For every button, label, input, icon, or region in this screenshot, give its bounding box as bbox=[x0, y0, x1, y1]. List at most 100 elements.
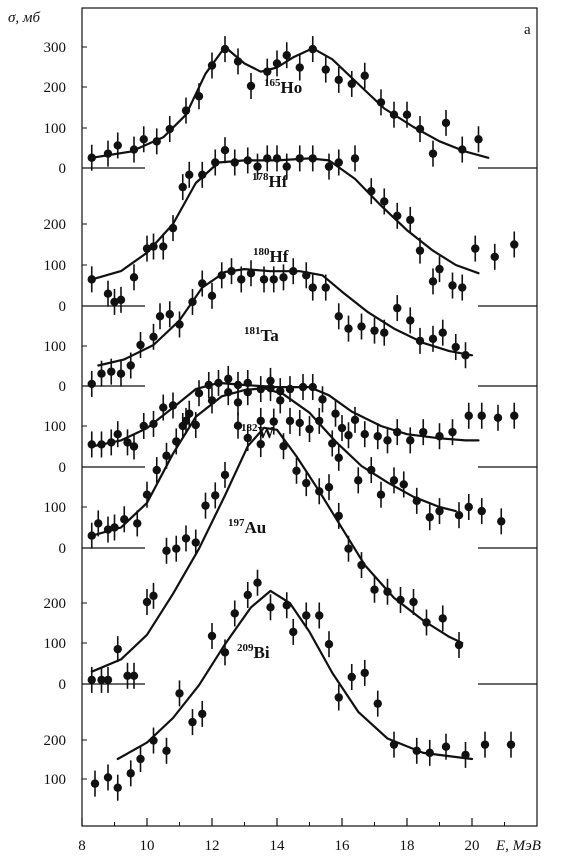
y-tick-label: 100 bbox=[44, 500, 67, 516]
data-point bbox=[282, 601, 291, 610]
data-point bbox=[360, 430, 369, 439]
data-point bbox=[129, 442, 139, 451]
data-point bbox=[149, 591, 158, 601]
data-point bbox=[198, 709, 207, 719]
x-axis-ticks: 8 10 12 14 16 18 20 bbox=[78, 818, 505, 854]
y-tick-label: 100 bbox=[44, 121, 67, 137]
data-point bbox=[334, 312, 343, 321]
data-point bbox=[308, 154, 317, 163]
data-point bbox=[370, 326, 379, 335]
data-point bbox=[409, 597, 418, 607]
isotope-label: 180Hf bbox=[253, 246, 289, 266]
data-point bbox=[383, 436, 392, 445]
data-point bbox=[490, 252, 499, 261]
isotope-element: Hf bbox=[270, 247, 289, 266]
data-point bbox=[207, 61, 217, 70]
data-point bbox=[110, 523, 119, 532]
data-point bbox=[458, 283, 467, 292]
data-point bbox=[354, 476, 363, 485]
isotope-element: Au bbox=[245, 518, 267, 537]
data-point bbox=[324, 640, 334, 649]
data-point bbox=[272, 154, 282, 163]
isotope-element: Hf bbox=[269, 172, 288, 191]
data-point bbox=[406, 436, 415, 445]
data-point bbox=[347, 672, 356, 682]
y-tick-label: 0 bbox=[59, 541, 67, 557]
panel-209-bi: 209Bi bbox=[90, 569, 516, 801]
data-point bbox=[97, 440, 106, 449]
data-point bbox=[302, 611, 311, 620]
data-point bbox=[87, 440, 96, 449]
data-point bbox=[103, 675, 113, 685]
data-point bbox=[318, 395, 327, 404]
data-point bbox=[402, 110, 412, 119]
isotope-mass-number: 182 bbox=[241, 422, 258, 434]
y-tick-label: 300 bbox=[44, 40, 67, 56]
data-point bbox=[428, 149, 438, 158]
data-point bbox=[389, 740, 399, 749]
data-point bbox=[282, 162, 291, 171]
data-point bbox=[497, 517, 506, 526]
isotope-mass-number: 197 bbox=[228, 517, 245, 529]
data-point bbox=[103, 289, 113, 298]
data-point bbox=[510, 411, 519, 420]
data-point bbox=[321, 283, 330, 292]
data-point bbox=[129, 273, 139, 282]
data-point bbox=[175, 320, 184, 329]
data-point bbox=[324, 162, 334, 171]
data-point bbox=[87, 675, 96, 685]
data-point bbox=[412, 496, 421, 506]
data-point bbox=[178, 182, 187, 192]
data-point bbox=[344, 544, 353, 553]
data-point bbox=[113, 644, 122, 654]
data-point bbox=[367, 187, 376, 196]
panel-180-hf: 180Hf bbox=[87, 246, 474, 397]
data-point bbox=[87, 531, 96, 540]
y-tick-label: 200 bbox=[44, 80, 67, 96]
data-point bbox=[188, 297, 197, 307]
data-point bbox=[133, 519, 142, 528]
data-point bbox=[347, 79, 356, 89]
data-point bbox=[383, 587, 392, 596]
data-point bbox=[415, 124, 425, 134]
x-axis-label: E, МэВ bbox=[495, 838, 541, 854]
data-point bbox=[350, 154, 360, 163]
x-tick-label: 8 bbox=[78, 838, 86, 854]
data-point bbox=[425, 513, 434, 522]
data-point bbox=[155, 312, 165, 321]
data-point bbox=[149, 736, 158, 745]
isotope-element: Ho bbox=[281, 78, 303, 97]
data-point bbox=[289, 267, 298, 276]
data-point bbox=[266, 603, 275, 612]
data-point bbox=[224, 388, 233, 397]
isotope-mass-number: 180 bbox=[253, 246, 270, 258]
data-point bbox=[253, 162, 262, 171]
data-point bbox=[389, 476, 399, 485]
data-point bbox=[435, 506, 444, 516]
data-point bbox=[308, 283, 317, 292]
data-point bbox=[97, 675, 106, 685]
data-point bbox=[480, 740, 490, 749]
data-point bbox=[279, 442, 288, 451]
data-point bbox=[292, 466, 301, 475]
data-point bbox=[263, 67, 272, 76]
isotope-label: 181Ta bbox=[244, 325, 279, 345]
data-point bbox=[220, 44, 230, 54]
data-point bbox=[276, 396, 285, 405]
data-point bbox=[191, 420, 200, 430]
data-point bbox=[230, 158, 239, 167]
isotope-label: 209Bi bbox=[237, 642, 270, 662]
data-point bbox=[461, 750, 470, 760]
data-point bbox=[295, 63, 304, 72]
isotope-element: Ta bbox=[261, 326, 280, 345]
data-point bbox=[126, 769, 135, 778]
data-point bbox=[233, 398, 243, 407]
y-tick-label: 0 bbox=[59, 460, 67, 476]
data-point bbox=[337, 423, 347, 433]
data-point bbox=[237, 275, 246, 284]
y-tick-label: 200 bbox=[44, 217, 67, 233]
data-point bbox=[94, 519, 103, 528]
data-point bbox=[438, 328, 447, 337]
data-point bbox=[328, 439, 337, 448]
